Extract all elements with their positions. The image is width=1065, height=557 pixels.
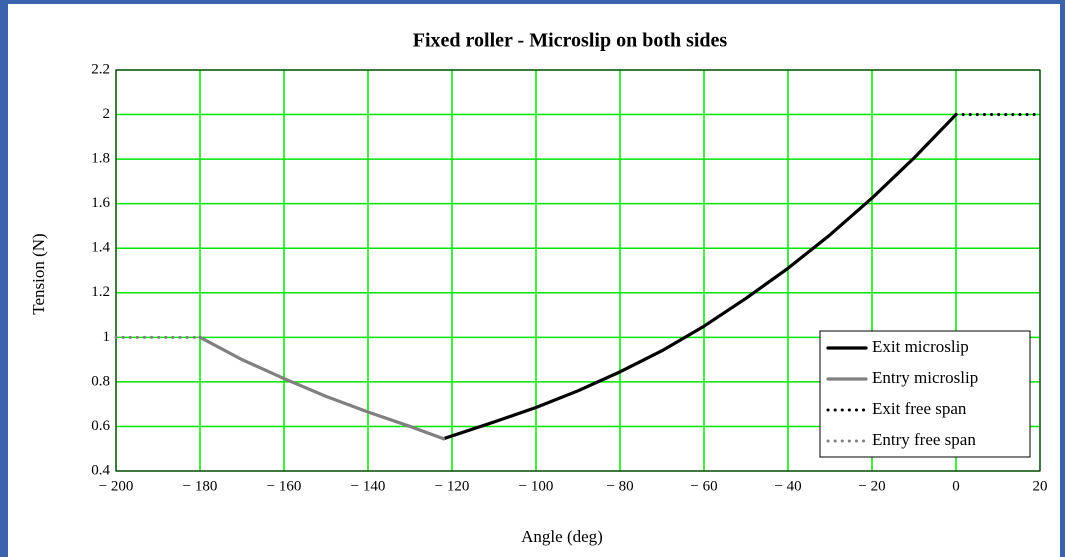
y-tick-label: 1.2 xyxy=(91,284,110,300)
x-tick-label: − 120 xyxy=(435,478,470,494)
y-tick-label: 1.6 xyxy=(91,195,110,211)
y-tick-label: 1.4 xyxy=(91,240,110,256)
legend-label: Entry microslip xyxy=(872,368,978,387)
chart: Fixed roller - Microslip on both sides A… xyxy=(29,30,1048,546)
legend-label: Exit microslip xyxy=(872,337,969,356)
x-tick-label: − 140 xyxy=(351,478,386,494)
x-tick-label: − 200 xyxy=(99,478,134,494)
x-tick-label: − 60 xyxy=(690,478,717,494)
x-tick-label: − 80 xyxy=(606,478,633,494)
legend-label: Exit free span xyxy=(872,399,967,418)
y-tick-label: 0.6 xyxy=(91,418,110,434)
series-line xyxy=(198,335,446,441)
x-tick-label: − 20 xyxy=(858,478,885,494)
x-tick-label: 0 xyxy=(952,478,960,494)
x-tick-label: − 40 xyxy=(774,478,801,494)
y-axis-label: Tension (N) xyxy=(29,233,48,314)
legend-box xyxy=(819,330,1031,458)
y-tick-label: 0.8 xyxy=(91,373,110,389)
series-line xyxy=(442,112,958,441)
y-tick-label: 1 xyxy=(103,329,111,345)
x-axis-label: Angle (deg) xyxy=(521,527,603,546)
x-tick-label: − 100 xyxy=(519,478,554,494)
y-tick-label: 1.8 xyxy=(91,151,110,167)
y-tick-label: 2 xyxy=(103,106,111,122)
x-tick-label: − 180 xyxy=(183,478,218,494)
chart-title: Fixed roller - Microslip on both sides xyxy=(413,30,728,52)
legend-label: Entry free span xyxy=(872,430,976,449)
y-tick-label: 2.2 xyxy=(91,61,110,77)
x-tick-label: − 160 xyxy=(267,478,302,494)
plot-border xyxy=(115,69,1041,472)
x-tick-label: 20 xyxy=(1033,478,1048,494)
plot-window: Fixed roller - Microslip on both sides A… xyxy=(8,4,1060,557)
y-tick-label: 0.4 xyxy=(91,462,110,478)
